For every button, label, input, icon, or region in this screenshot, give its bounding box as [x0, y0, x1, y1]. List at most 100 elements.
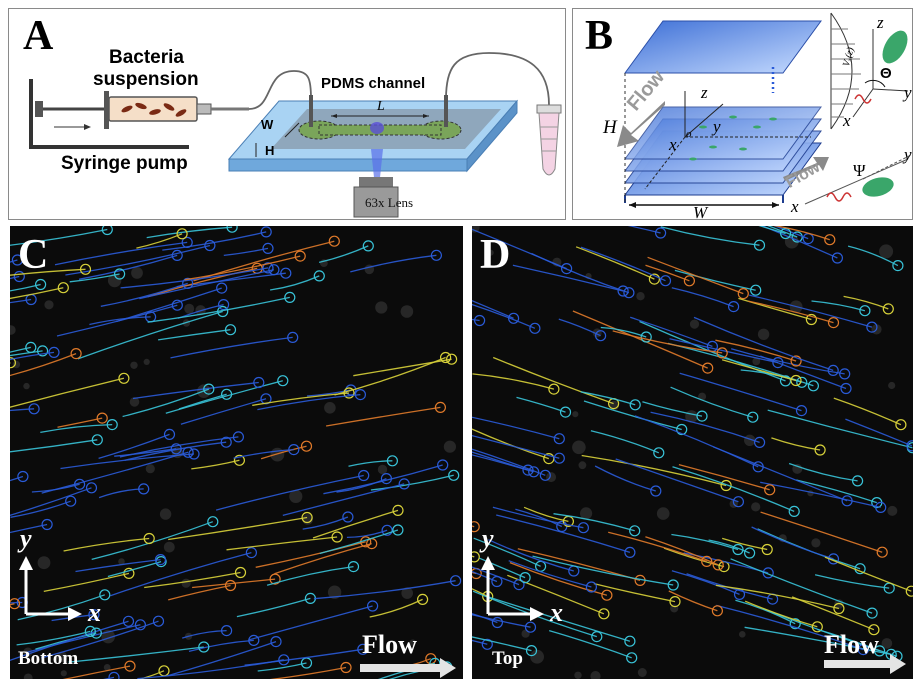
bacterium-trajectory	[10, 439, 98, 453]
bacterium-trajectory	[721, 359, 797, 382]
bacterium-trajectory	[594, 465, 656, 492]
length-label: L	[377, 99, 385, 114]
bacterium-position-marker	[676, 423, 688, 436]
bacterium-trajectory	[650, 411, 760, 444]
bacterium-trajectory	[10, 298, 32, 304]
bacterium-position-marker	[182, 277, 194, 290]
bacterium-trajectory	[68, 646, 204, 663]
channel-width-label: W	[693, 203, 708, 222]
bacterium-trajectory	[40, 423, 113, 434]
bacterium-trajectory	[817, 628, 880, 652]
bacterium-position-marker	[481, 638, 493, 650]
lens-label: 63x Lens	[365, 195, 414, 210]
bacterium-position-marker	[548, 383, 560, 395]
bacterium-trajectory	[715, 584, 840, 610]
bacterium-trajectory	[223, 247, 269, 257]
bacterium-trajectory	[843, 295, 889, 310]
bacterium-position-marker	[113, 268, 126, 280]
bacterium-trajectory	[10, 350, 43, 357]
bacterium-trajectory	[10, 523, 48, 534]
bacterium-position-marker	[357, 643, 369, 655]
width-label: W	[261, 117, 274, 132]
bacterium-position-marker	[598, 608, 610, 620]
background-cell	[443, 440, 456, 453]
bacterium-position-marker	[747, 411, 759, 423]
velocity-profile	[830, 12, 861, 130]
bacterium-trajectory	[370, 474, 454, 491]
top-plate	[624, 20, 822, 74]
background-cell	[409, 639, 417, 646]
bacterium-position-marker	[280, 267, 292, 279]
bacterium-trajectory	[10, 283, 41, 292]
bacterium-position-marker	[17, 470, 29, 483]
bacterium-position-marker	[905, 585, 913, 597]
bacterium-trajectory	[532, 555, 674, 586]
bacterium-trajectory	[608, 531, 707, 563]
background-cell	[530, 649, 544, 664]
bacterium-position-marker	[386, 455, 398, 467]
bacterium-position-marker	[398, 478, 410, 490]
background-cell	[143, 358, 150, 365]
bacterium-position-marker	[601, 589, 613, 601]
bacterium-position-marker	[712, 559, 724, 571]
bacteria-markers	[689, 115, 777, 161]
bacterium-trajectory	[583, 400, 682, 431]
bacterium-trajectory	[472, 451, 529, 471]
bacterium-position-marker	[807, 380, 819, 392]
bacterium-position-marker	[640, 331, 652, 343]
bacterium-position-marker	[381, 524, 393, 536]
bacterium-position-marker	[859, 305, 871, 317]
bacterium-trajectory	[192, 578, 276, 589]
bacterium-trajectory	[31, 483, 80, 493]
bacterium-trajectory	[760, 355, 847, 390]
bacterium-position-marker	[440, 351, 452, 364]
bacterium-trajectory	[257, 393, 361, 411]
bacterium-position-marker	[525, 645, 538, 657]
bacterium-position-marker	[362, 240, 374, 252]
bacterium-position-marker	[669, 596, 681, 608]
bacterium-position-marker	[761, 543, 773, 556]
bacterium-trajectory	[10, 601, 23, 604]
background-cell	[689, 319, 700, 329]
bacterium-trajectory	[492, 506, 584, 529]
bacterium-trajectory	[350, 254, 437, 273]
bacterium-trajectory	[512, 264, 624, 292]
bacterium-position-marker	[203, 383, 215, 395]
bacterium-trajectory	[580, 246, 666, 282]
bacterium-trajectory	[10, 620, 129, 661]
bacterium-position-marker	[732, 543, 744, 556]
bacterium-position-marker	[796, 376, 808, 388]
background-cell	[698, 392, 707, 401]
bacterium-trajectory	[730, 558, 873, 614]
bacterium-trajectory	[319, 529, 399, 555]
bacterium-position-marker	[559, 406, 572, 418]
orientation-inset-3d	[852, 29, 909, 118]
background-cell	[107, 273, 122, 288]
bacterium-position-marker	[10, 357, 16, 369]
panel-d-top-tracks: D y x Top Flow	[472, 226, 913, 679]
bacterium-trajectory	[472, 614, 531, 628]
bacterium-position-marker	[118, 372, 130, 384]
bacterium-position-marker	[648, 273, 660, 285]
bacterium-position-marker	[176, 228, 188, 240]
background-cell	[184, 303, 195, 314]
bacterium-trajectory	[814, 574, 890, 589]
inset-z-label: z	[877, 13, 884, 32]
bacterium-position-marker	[106, 419, 118, 431]
bacterium-position-marker	[560, 262, 573, 275]
bacterium-trajectory	[63, 537, 150, 552]
bacterium-position-marker	[788, 505, 800, 517]
bacterium-trajectory	[168, 516, 308, 541]
bacterium-position-marker	[701, 555, 713, 567]
bacterium-trajectory	[693, 316, 834, 372]
background-cell	[327, 585, 342, 599]
bacterium-trajectory	[348, 460, 393, 467]
background-cell	[23, 382, 30, 390]
pdms-chip	[227, 95, 519, 187]
bacterium-trajectory	[600, 326, 647, 338]
bacterium-position-marker	[595, 330, 607, 342]
bacterium-trajectory	[110, 551, 252, 597]
background-cell	[751, 502, 761, 512]
bacterium-trajectory	[184, 255, 301, 281]
bacterium-trajectory	[260, 445, 307, 460]
